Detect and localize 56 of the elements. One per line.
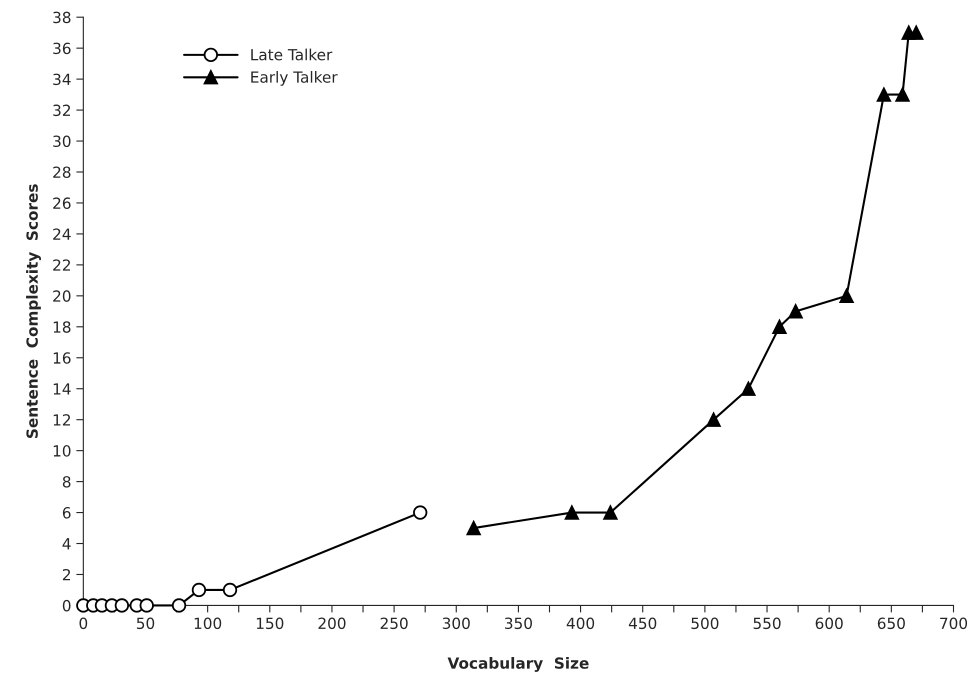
y-tick-label: 12	[54, 414, 70, 426]
x-tick-label: 700	[940, 618, 968, 630]
point	[909, 26, 924, 40]
point	[895, 87, 910, 102]
point	[706, 412, 721, 427]
x-tick-label: 600	[816, 618, 843, 630]
point	[876, 87, 892, 102]
point	[192, 582, 206, 598]
x-tick-label: 100	[194, 618, 222, 630]
y-axis-title: Sentence Complexity Scores	[26, 184, 41, 438]
y-tick-label: 10	[54, 445, 71, 457]
point	[140, 598, 154, 613]
point	[788, 304, 803, 318]
x-axis-title: Vocabulary Size	[448, 657, 589, 672]
point	[772, 320, 787, 334]
x-tick-label: 200	[318, 618, 346, 630]
y-tick-label: 26	[53, 197, 71, 209]
legend-label: Late Talker	[251, 48, 332, 60]
y-tick-label: 4	[62, 538, 71, 550]
y-tick-label: 32	[53, 104, 70, 116]
y-tick-label: 20	[53, 290, 71, 302]
point	[466, 520, 481, 536]
x-tick-label: 650	[878, 618, 905, 630]
x-tick-label: 400	[566, 618, 594, 630]
y-tick-label: 18	[54, 321, 70, 333]
legend-label: Early Talker	[251, 71, 338, 86]
point	[564, 505, 580, 520]
point	[172, 598, 186, 613]
y-tick-label: 24	[53, 228, 71, 240]
y-tick-label: 22	[53, 259, 70, 271]
y-tick-label: 14	[54, 383, 71, 395]
y-tick-label: 2	[62, 568, 70, 580]
y-tick-label: 16	[54, 352, 71, 364]
y-tick-label: 28	[53, 166, 70, 178]
point	[413, 505, 428, 520]
y-tick-label: 6	[62, 507, 71, 519]
x-tick-label: 250	[380, 618, 408, 630]
point	[839, 288, 854, 303]
y-tick-label: 8	[62, 476, 70, 488]
point	[114, 598, 130, 613]
x-tick-label: 450	[628, 618, 656, 630]
x-tick-label: 550	[754, 618, 781, 630]
x-tick-label: 500	[691, 618, 718, 630]
point	[222, 582, 238, 598]
y-tick-label: 34	[53, 74, 71, 86]
y-tick-label: 0	[62, 600, 71, 612]
x-tick-label: 350	[505, 618, 532, 630]
x-tick-label: 0	[79, 618, 88, 630]
x-tick-label: 300	[442, 618, 470, 630]
point	[603, 505, 618, 520]
y-tick-label: 36	[53, 42, 71, 54]
y-tick-label: 38	[53, 12, 70, 24]
point	[741, 382, 756, 396]
x-tick-label: 50	[136, 618, 154, 630]
y-tick-label: 30	[53, 136, 71, 148]
x-tick-label: 150	[256, 618, 284, 630]
